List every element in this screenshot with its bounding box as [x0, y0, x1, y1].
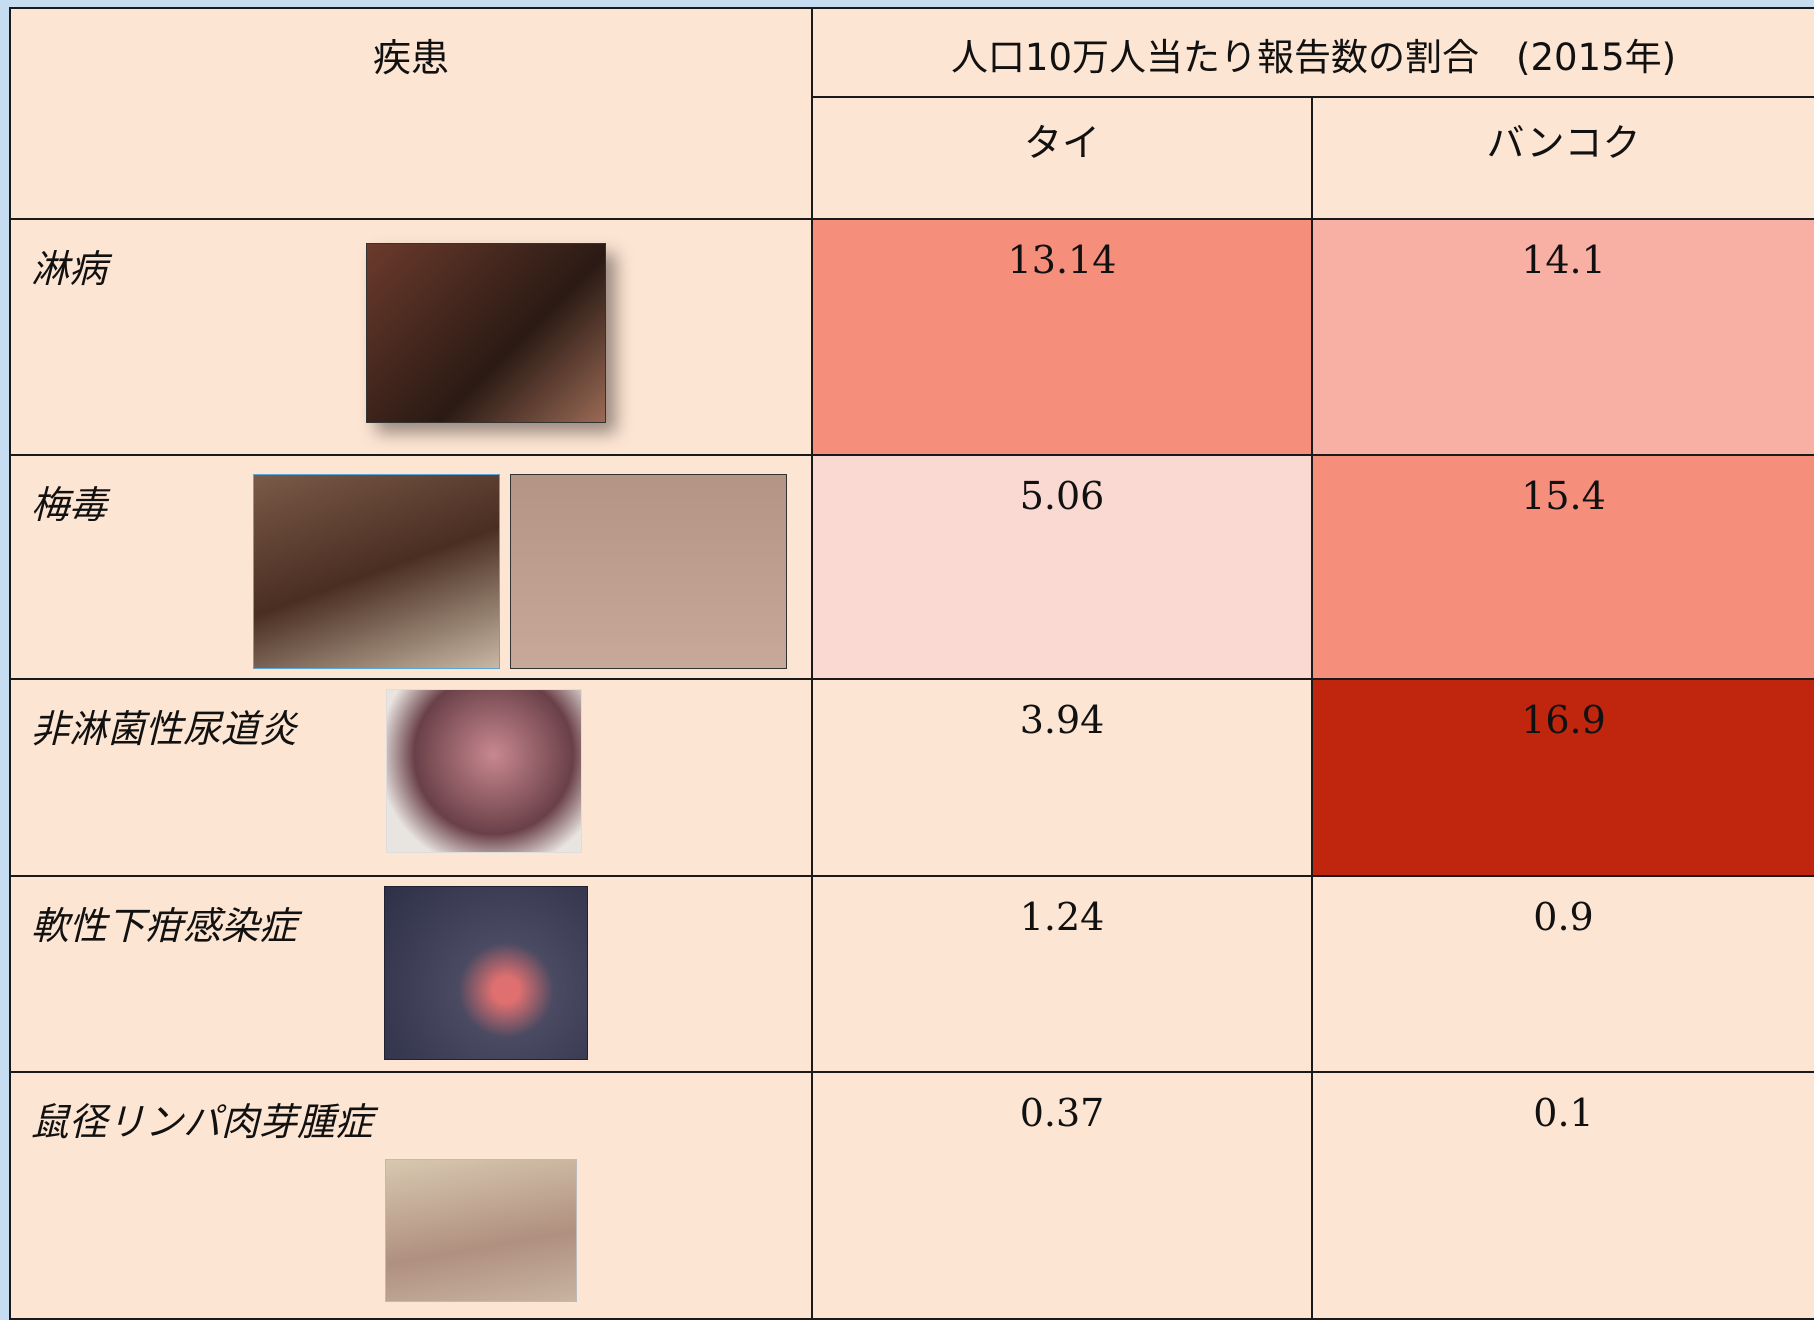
- header-disease: 疾患: [372, 36, 449, 80]
- thailand-value: 1.24: [1019, 895, 1105, 939]
- disease-cell: 鼠径リンパ肉芽腫症: [9, 1071, 813, 1320]
- disease-cell: 梅毒: [9, 454, 813, 680]
- header-thailand: タイ: [1023, 121, 1100, 165]
- header-cell: バンコク: [1311, 96, 1814, 220]
- value-cell: 15.4: [1311, 454, 1814, 680]
- value-cell: 13.14: [811, 218, 1313, 456]
- photo: [253, 474, 500, 669]
- bangkok-value: 15.4: [1521, 474, 1606, 518]
- disease-name: 非淋菌性尿道炎: [31, 707, 298, 751]
- thailand-value: 13.14: [1007, 238, 1117, 282]
- value-cell: 16.9: [1311, 678, 1814, 877]
- photo: [384, 886, 588, 1060]
- header-bangkok: バンコク: [1486, 121, 1641, 165]
- value-cell: 5.06: [811, 454, 1313, 680]
- value-cell: 3.94: [811, 678, 1313, 877]
- table-container: 疾患 人口10万人当たり報告数の割合 (2015年) タイ バンコク 淋病 13…: [9, 7, 1814, 1320]
- photo: [366, 243, 606, 423]
- thailand-value: 3.94: [1019, 698, 1105, 742]
- disease-name: 軟性下疳感染症: [31, 904, 298, 948]
- disease-name: 梅毒: [31, 483, 108, 527]
- header-cell: タイ: [811, 96, 1313, 220]
- value-cell: 0.37: [811, 1071, 1313, 1320]
- disease-cell: 軟性下疳感染症: [9, 875, 813, 1073]
- header-cell: 疾患: [9, 7, 813, 220]
- disease-cell: 淋病: [9, 218, 813, 456]
- disease-name: 淋病: [31, 247, 108, 291]
- bangkok-value: 16.9: [1521, 698, 1606, 742]
- photo: [510, 474, 787, 669]
- thailand-value: 0.37: [1019, 1091, 1105, 1135]
- header-rate-title: 人口10万人当たり報告数の割合 (2015年): [950, 36, 1677, 79]
- photo: [386, 689, 582, 853]
- bangkok-value: 0.1: [1533, 1091, 1594, 1135]
- photo: [385, 1159, 577, 1302]
- disease-name: 鼠径リンパ肉芽腫症: [31, 1100, 374, 1144]
- thailand-value: 5.06: [1019, 474, 1105, 518]
- value-cell: 1.24: [811, 875, 1313, 1073]
- bangkok-value: 0.9: [1533, 895, 1594, 939]
- std-table: 疾患 人口10万人当たり報告数の割合 (2015年) タイ バンコク 淋病 13…: [9, 7, 1814, 1320]
- value-cell: 0.9: [1311, 875, 1814, 1073]
- disease-cell: 非淋菌性尿道炎: [9, 678, 813, 877]
- header-cell: 人口10万人当たり報告数の割合 (2015年): [811, 7, 1814, 98]
- value-cell: 0.1: [1311, 1071, 1814, 1320]
- value-cell: 14.1: [1311, 218, 1814, 456]
- bangkok-value: 14.1: [1521, 238, 1606, 282]
